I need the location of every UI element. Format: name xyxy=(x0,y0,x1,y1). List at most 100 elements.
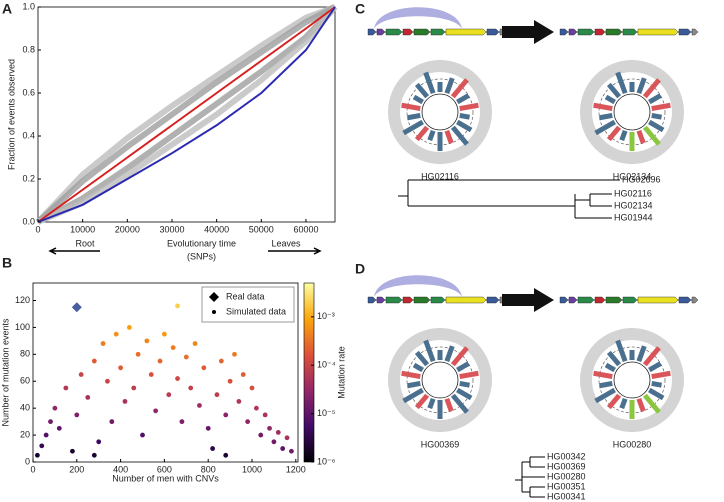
circle-plot-bar xyxy=(606,350,622,367)
y-tick-label: 20 xyxy=(20,429,30,439)
scatter-point xyxy=(100,341,106,346)
scatter-point xyxy=(175,376,180,381)
circle-plot-bar xyxy=(604,362,616,373)
scatter-point xyxy=(170,345,176,351)
x-tick-label: 800 xyxy=(201,464,216,474)
scatter-point xyxy=(249,385,255,391)
scatter-point xyxy=(63,385,69,391)
gene xyxy=(605,28,623,36)
scatter-point xyxy=(262,412,268,418)
gene xyxy=(430,296,446,304)
panel-label: D xyxy=(355,261,365,277)
colorbar-tick-label: 10⁻³ xyxy=(317,311,335,321)
colorbar-label: Mutation rate xyxy=(336,346,346,399)
scatter-point xyxy=(188,385,194,391)
tree-leaf-label: HG00342 xyxy=(547,451,586,461)
x-tick-label: 0 xyxy=(30,464,35,474)
scatter-point xyxy=(284,435,290,441)
circle-plot-bar xyxy=(456,387,473,401)
gene xyxy=(376,28,386,36)
circle-plot-bar xyxy=(648,119,665,133)
circle-plot-bar xyxy=(412,362,424,373)
gene xyxy=(376,296,386,304)
scatter-point xyxy=(271,439,277,445)
gene xyxy=(637,296,679,304)
scatter-point xyxy=(70,448,75,454)
scatter-point xyxy=(175,303,180,309)
scatter-point xyxy=(192,341,198,346)
y-tick-label: 0.6 xyxy=(22,87,35,97)
circle-plot-bar xyxy=(642,78,661,99)
gene xyxy=(486,296,500,304)
gene xyxy=(577,28,595,36)
circle-plot-bar xyxy=(459,370,479,379)
circle-plot-bar xyxy=(444,345,455,363)
gene xyxy=(385,28,403,36)
line xyxy=(35,4,337,225)
circle-plot-bar xyxy=(450,78,469,99)
panel-label: C xyxy=(355,1,365,17)
gene xyxy=(559,296,569,304)
arrow xyxy=(48,247,100,255)
scatter-point xyxy=(197,403,202,408)
gene xyxy=(691,28,699,36)
scatter-point xyxy=(218,358,224,364)
legend-marker xyxy=(212,310,216,314)
scatter-point xyxy=(135,351,141,357)
circle-plot-bar xyxy=(450,125,469,146)
transition-arrow xyxy=(502,20,554,44)
gene xyxy=(622,296,638,304)
gene xyxy=(430,28,446,36)
circle-plot-bar xyxy=(619,397,628,410)
x-tick-label: 600 xyxy=(157,464,172,474)
scatter-point xyxy=(48,419,53,425)
circle-plot-bar xyxy=(444,129,454,144)
x-tick-label: 40000 xyxy=(204,224,229,234)
gene xyxy=(367,28,377,36)
gene xyxy=(385,296,403,304)
duplication-arc xyxy=(374,275,462,297)
tree-leaf-label: HG00280 xyxy=(547,471,586,481)
circle-plot-bar xyxy=(456,119,473,133)
scatter-point xyxy=(34,452,40,458)
tree-leaf-label: HG00369 xyxy=(547,461,586,471)
scatter-point xyxy=(236,399,242,404)
circle-plot-bar xyxy=(401,370,421,379)
x-axis-label: Evolutionary time xyxy=(167,238,236,248)
gene xyxy=(486,28,500,36)
x-tick-label: 1000 xyxy=(242,464,262,474)
gene xyxy=(559,28,569,36)
circle-plot-bar xyxy=(599,113,613,121)
circle-plot-core xyxy=(421,93,459,131)
gene xyxy=(568,28,578,36)
colorbar-tick-label: 10⁻⁴ xyxy=(317,360,336,370)
x-tick-label: 60000 xyxy=(293,224,318,234)
scatter-point xyxy=(267,425,272,431)
circle-plot-bar xyxy=(423,339,436,363)
scatter-point xyxy=(280,446,286,451)
x-axis-label: Number of men with CNVs xyxy=(112,473,219,483)
gene xyxy=(678,28,692,36)
tree-leaf-label: HG01944 xyxy=(614,212,653,222)
circle-plot-bar xyxy=(459,113,470,120)
circle-plot-bar xyxy=(636,397,646,412)
circle-plot-bar xyxy=(619,129,628,142)
y-tick-label: 1.0 xyxy=(22,1,35,11)
colorbar-tick-label: 10⁻⁵ xyxy=(317,408,336,418)
gene xyxy=(568,296,578,304)
circle-plot-bar xyxy=(651,381,662,388)
line xyxy=(36,5,338,225)
circle-plot-bar xyxy=(402,387,424,404)
x-tick-label: 1200 xyxy=(286,464,306,474)
circle-plot-bar xyxy=(414,393,430,410)
circle-plot-bar xyxy=(604,94,616,105)
tree-branch xyxy=(398,179,620,219)
circle-plot-bar xyxy=(606,82,622,99)
circle-plot-bar xyxy=(402,119,424,136)
circle-plot-bar xyxy=(636,345,647,363)
real-data-marker xyxy=(71,302,82,313)
tree-leaf-label: HG00341 xyxy=(547,491,586,501)
circle-plot-core xyxy=(421,361,459,399)
x-tick-label: 20000 xyxy=(115,224,140,234)
